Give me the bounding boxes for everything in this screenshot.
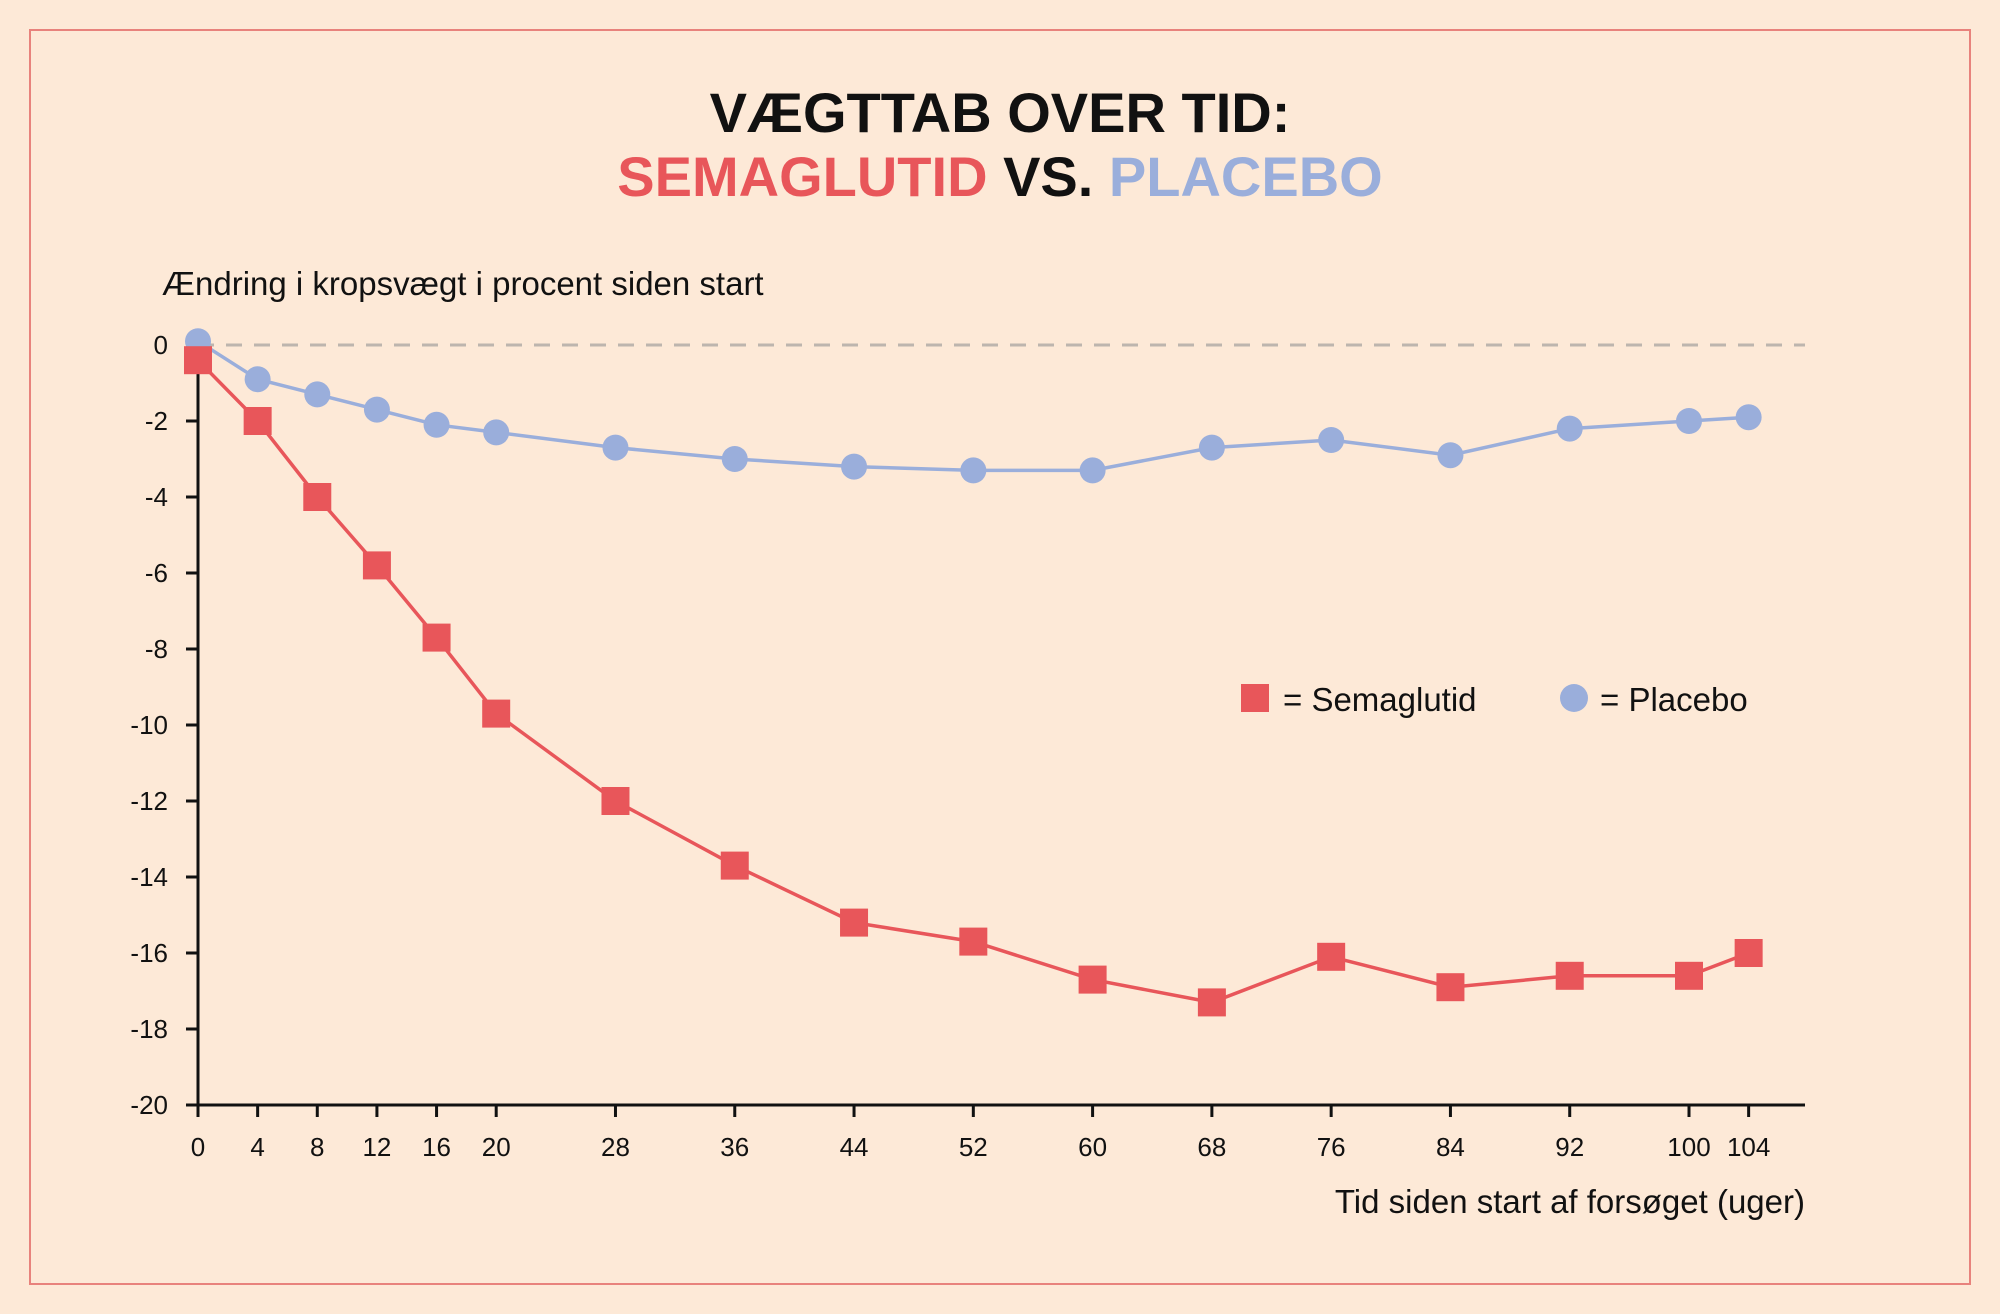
placebo-point bbox=[1556, 415, 1583, 442]
x-tick-label: 4 bbox=[250, 1132, 264, 1162]
placebo-point bbox=[244, 366, 271, 393]
semaglutid-point bbox=[1197, 988, 1226, 1017]
y-axis-ticks: 0 -2 -4 -6 -8 -10 -12 -14 -16 -18 -20 bbox=[130, 330, 198, 1120]
semaglutid-point bbox=[243, 407, 272, 435]
semaglutid-point bbox=[422, 623, 451, 652]
x-tick-label: 44 bbox=[840, 1132, 869, 1162]
x-tick-label: 8 bbox=[310, 1132, 324, 1162]
placebo-point bbox=[363, 396, 390, 423]
x-tick-label: 92 bbox=[1555, 1132, 1584, 1162]
semaglutid-point bbox=[482, 699, 511, 728]
semaglutid-point bbox=[1317, 942, 1346, 971]
chart-frame bbox=[29, 29, 1971, 1285]
placebo-point bbox=[1079, 457, 1106, 484]
y-tick-label: -10 bbox=[130, 710, 168, 740]
legend-placebo-marker bbox=[1560, 684, 1588, 712]
title-vs: VS. bbox=[988, 145, 1109, 208]
y-tick-label: -18 bbox=[130, 1014, 168, 1044]
semaglutid-point bbox=[1734, 939, 1763, 967]
legend: = Semaglutid = Placebo bbox=[1241, 681, 1748, 718]
placebo-point bbox=[1437, 442, 1464, 469]
x-tick-label: 76 bbox=[1317, 1132, 1346, 1162]
legend-semaglutid-label: = Semaglutid bbox=[1283, 681, 1477, 718]
semaglutid-point bbox=[601, 787, 630, 815]
x-axis-ticks: 0 4 8 12 16 20 28 36 44 52 60 68 76 84 92 100 104 bbox=[191, 1105, 1770, 1162]
semaglutid-point bbox=[959, 927, 988, 956]
legend-semaglutid-marker bbox=[1241, 684, 1269, 712]
x-tick-label: 0 bbox=[191, 1132, 205, 1162]
semaglutid-point bbox=[720, 851, 749, 880]
placebo-point bbox=[483, 419, 510, 446]
title-placebo: PLACEBO bbox=[1109, 145, 1383, 208]
placebo-point bbox=[304, 381, 331, 408]
x-tick-label: 36 bbox=[720, 1132, 749, 1162]
y-tick-label: -6 bbox=[145, 558, 168, 588]
legend-placebo-label: = Placebo bbox=[1600, 681, 1748, 718]
placebo-point bbox=[1735, 404, 1762, 431]
semaglutid-point bbox=[1078, 965, 1107, 994]
x-tick-label: 100 bbox=[1667, 1132, 1710, 1162]
semaglutid-point bbox=[1436, 973, 1465, 1002]
placebo-point bbox=[721, 446, 748, 472]
x-tick-label: 16 bbox=[422, 1132, 451, 1162]
y-tick-label: -16 bbox=[130, 938, 168, 968]
x-tick-label: 68 bbox=[1197, 1132, 1226, 1162]
y-tick-label: -2 bbox=[145, 406, 168, 436]
placebo-point bbox=[1676, 408, 1702, 434]
semaglutid-point bbox=[362, 551, 391, 580]
y-tick-label: -20 bbox=[130, 1090, 168, 1120]
semaglutid-point bbox=[303, 483, 332, 511]
y-axis-label: Ændring i kropsvægt i procent siden star… bbox=[162, 265, 764, 302]
x-tick-label: 12 bbox=[362, 1132, 391, 1162]
semaglutid-point bbox=[1555, 961, 1584, 990]
x-tick-label: 60 bbox=[1078, 1132, 1107, 1162]
x-tick-label: 52 bbox=[959, 1132, 988, 1162]
x-tick-label: 28 bbox=[601, 1132, 630, 1162]
chart-title-line2: SEMAGLUTID VS. PLACEBO bbox=[617, 145, 1382, 208]
y-tick-label: 0 bbox=[154, 330, 168, 360]
semaglutid-point bbox=[1675, 961, 1703, 990]
x-tick-label: 104 bbox=[1727, 1132, 1770, 1162]
chart-title-line1: VÆGTTAB OVER TID: bbox=[710, 81, 1291, 144]
x-axis-label: Tid siden start af forsøget (uger) bbox=[1335, 1183, 1805, 1220]
semaglutid-point bbox=[840, 908, 869, 937]
y-tick-label: -8 bbox=[145, 634, 168, 664]
semaglutid-point bbox=[184, 346, 212, 375]
x-tick-label: 84 bbox=[1436, 1132, 1465, 1162]
y-tick-label: -4 bbox=[145, 482, 168, 512]
series-markers bbox=[184, 328, 1763, 1017]
placebo-point bbox=[423, 411, 450, 438]
placebo-point bbox=[602, 434, 629, 461]
placebo-point bbox=[841, 453, 868, 480]
placebo-point bbox=[960, 457, 987, 484]
placebo-point bbox=[1198, 434, 1225, 461]
placebo-point bbox=[1318, 427, 1345, 453]
y-tick-label: -14 bbox=[130, 862, 168, 892]
y-tick-label: -12 bbox=[130, 786, 168, 816]
x-tick-label: 20 bbox=[482, 1132, 511, 1162]
title-semaglutid: SEMAGLUTID bbox=[617, 145, 987, 208]
